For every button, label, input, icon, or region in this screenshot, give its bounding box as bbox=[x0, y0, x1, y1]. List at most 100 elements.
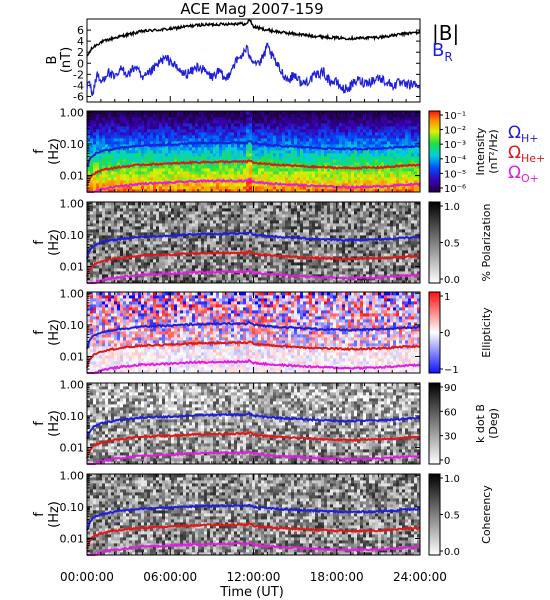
heatmap-cell bbox=[225, 277, 229, 281]
heatmap-cell bbox=[126, 235, 130, 239]
heatmap-cell bbox=[147, 268, 151, 272]
heatmap-cell bbox=[132, 259, 136, 263]
heatmap-cell bbox=[324, 153, 328, 157]
heatmap-cell bbox=[114, 138, 118, 142]
heatmap-cell bbox=[237, 150, 241, 154]
heatmap-cell bbox=[177, 256, 181, 260]
heatmap-cell bbox=[414, 132, 418, 136]
heatmap-cell bbox=[213, 132, 217, 136]
heatmap-cell bbox=[192, 159, 196, 163]
heatmap-cell bbox=[141, 168, 145, 172]
heatmap-cell bbox=[147, 138, 151, 142]
heatmap-cell bbox=[219, 120, 223, 124]
heatmap-cell bbox=[111, 265, 115, 269]
heatmap-cell bbox=[366, 153, 370, 157]
heatmap-cell bbox=[408, 111, 412, 115]
heatmap-cell bbox=[117, 205, 121, 209]
heatmap-cell bbox=[282, 265, 286, 269]
heatmap-cell bbox=[315, 186, 319, 190]
heatmap-cell bbox=[87, 150, 91, 154]
heatmap-cell bbox=[201, 171, 205, 175]
heatmap-cell bbox=[357, 159, 361, 163]
heatmap-cell bbox=[324, 144, 328, 148]
heatmap-cell bbox=[285, 244, 289, 248]
heatmap-cell bbox=[234, 162, 238, 166]
heatmap-cell bbox=[219, 177, 223, 181]
heatmap-cell bbox=[252, 247, 256, 251]
heatmap-cell bbox=[297, 126, 301, 130]
heatmap-cell bbox=[228, 202, 232, 206]
heatmap-cell bbox=[279, 277, 283, 281]
heatmap-cell bbox=[135, 247, 139, 251]
heatmap-cell bbox=[165, 177, 169, 181]
heatmap-cell bbox=[270, 141, 274, 145]
heatmap-cell bbox=[246, 138, 250, 142]
heatmap-cell bbox=[87, 226, 91, 230]
heatmap-cell bbox=[249, 120, 253, 124]
heatmap-cell bbox=[90, 183, 94, 187]
heatmap-cell bbox=[126, 126, 130, 130]
heatmap-cell bbox=[162, 123, 166, 127]
heatmap-cell bbox=[195, 262, 199, 266]
heatmap-cell bbox=[417, 126, 421, 130]
heatmap-cell bbox=[249, 126, 253, 130]
heatmap-cell bbox=[300, 156, 304, 160]
heatmap-cell bbox=[255, 120, 259, 124]
heatmap-cell bbox=[306, 129, 310, 133]
heatmap-cell bbox=[192, 226, 196, 230]
heatmap-cell bbox=[183, 277, 187, 281]
heatmap-cell bbox=[117, 135, 121, 139]
heatmap-cell bbox=[150, 262, 154, 266]
heatmap-cell bbox=[258, 247, 262, 251]
heatmap-cell bbox=[108, 220, 112, 224]
heatmap-cell bbox=[195, 241, 199, 245]
heatmap-cell bbox=[222, 120, 226, 124]
heatmap-cell bbox=[342, 132, 346, 136]
heatmap-cell bbox=[285, 226, 289, 230]
heatmap-cell bbox=[237, 247, 241, 251]
heatmap-cell bbox=[198, 229, 202, 233]
heatmap-cell bbox=[216, 117, 220, 121]
heatmap-cell bbox=[252, 126, 256, 130]
heatmap-cell bbox=[270, 247, 274, 251]
heatmap-cell bbox=[177, 189, 181, 193]
heatmap-cell bbox=[138, 220, 142, 224]
heatmap-cell bbox=[315, 150, 319, 154]
heatmap-cell bbox=[210, 229, 214, 233]
heatmap-cell bbox=[288, 141, 292, 145]
heatmap-cell bbox=[141, 171, 145, 175]
heatmap-cell bbox=[261, 244, 265, 248]
heatmap-cell bbox=[141, 211, 145, 215]
heatmap-cell bbox=[165, 186, 169, 190]
heatmap-cell bbox=[306, 174, 310, 178]
heatmap-cell bbox=[312, 138, 316, 142]
heatmap-cell bbox=[321, 120, 325, 124]
heatmap-cell bbox=[369, 171, 373, 175]
heatmap-cell bbox=[201, 235, 205, 239]
heatmap-cell bbox=[246, 226, 250, 230]
heatmap-cell bbox=[93, 126, 97, 130]
heatmap-cell bbox=[186, 238, 190, 242]
heatmap-cell bbox=[198, 271, 202, 275]
heatmap-cell bbox=[129, 232, 133, 236]
heatmap-cell bbox=[87, 117, 91, 121]
series-line-bmag bbox=[86, 19, 421, 57]
heatmap-cell bbox=[111, 217, 115, 221]
heatmap-cell bbox=[246, 265, 250, 269]
heatmap-cell bbox=[312, 174, 316, 178]
heatmap-cell bbox=[93, 117, 97, 121]
heatmap-cell bbox=[270, 244, 274, 248]
heatmap-cell bbox=[201, 174, 205, 178]
heatmap-cell bbox=[129, 150, 133, 154]
heatmap-cell bbox=[321, 150, 325, 154]
heatmap-cell bbox=[93, 250, 97, 254]
heatmap-cell bbox=[171, 180, 175, 184]
heatmap-polarization bbox=[87, 202, 421, 284]
heatmap-cell bbox=[210, 186, 214, 190]
heatmap-cell bbox=[414, 177, 418, 181]
heatmap-cell bbox=[180, 202, 184, 206]
heatmap-cell bbox=[144, 117, 148, 121]
heatmap-cell bbox=[333, 159, 337, 163]
heatmap-cell bbox=[192, 214, 196, 218]
heatmap-cell bbox=[291, 138, 295, 142]
